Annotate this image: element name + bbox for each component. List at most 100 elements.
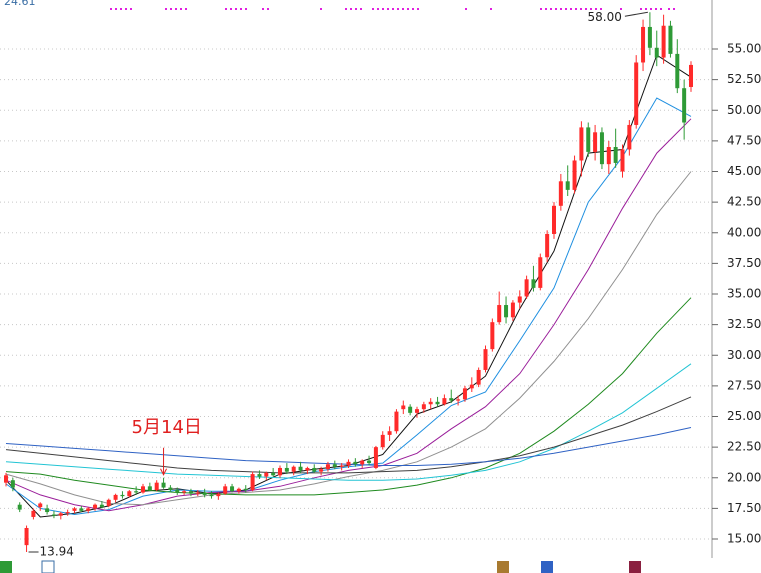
candle-body xyxy=(51,514,56,516)
y-tick-label: 17.50 xyxy=(727,501,761,515)
dot xyxy=(650,8,652,10)
candle-body xyxy=(223,486,228,494)
candle-body xyxy=(435,401,440,405)
dot xyxy=(355,8,357,10)
candle-body xyxy=(599,132,604,165)
candle-body xyxy=(106,499,111,506)
dot xyxy=(673,8,675,10)
dot xyxy=(267,8,269,10)
candle-body xyxy=(421,404,426,410)
candle-body xyxy=(195,492,200,494)
moving-average-line xyxy=(5,363,692,481)
candle-body xyxy=(339,465,344,467)
y-tick-label: 55.00 xyxy=(727,42,761,56)
dot xyxy=(565,8,567,10)
dot xyxy=(377,8,379,10)
icon[interactable] xyxy=(41,560,55,573)
dot xyxy=(417,8,419,10)
candle-body xyxy=(230,486,235,492)
dot xyxy=(372,8,374,10)
candle-body xyxy=(134,491,139,493)
candle-body xyxy=(552,205,556,234)
y-tick-label: 42.50 xyxy=(727,195,761,209)
candle-body xyxy=(483,349,488,370)
dot xyxy=(600,8,602,10)
dot xyxy=(402,8,404,10)
candle-body xyxy=(353,461,358,465)
candle-body xyxy=(113,494,118,500)
y-tick-label: 50.00 xyxy=(727,103,761,117)
dot xyxy=(550,8,552,10)
candle-body xyxy=(257,474,262,477)
candle-body xyxy=(24,527,29,546)
dot xyxy=(540,8,542,10)
dot xyxy=(585,8,587,10)
candle-body xyxy=(319,469,324,472)
candle-body xyxy=(209,494,214,497)
dot xyxy=(560,8,562,10)
candle-body xyxy=(682,88,687,123)
candle-body xyxy=(654,47,659,58)
y-tick-label: 30.00 xyxy=(727,348,761,362)
dot xyxy=(350,8,352,10)
dot xyxy=(397,8,399,10)
dot xyxy=(595,8,597,10)
candle-body xyxy=(572,160,577,190)
candle-body xyxy=(401,405,406,410)
candle-body xyxy=(510,302,515,318)
dot xyxy=(655,8,657,10)
dot xyxy=(230,8,232,10)
candle-body xyxy=(689,64,693,87)
icon[interactable] xyxy=(0,561,12,573)
dot xyxy=(575,8,577,10)
dot xyxy=(180,8,182,10)
icon[interactable] xyxy=(541,561,553,573)
candle-body xyxy=(476,369,481,385)
y-tick-label: 52.50 xyxy=(727,72,761,86)
candle-body xyxy=(627,124,632,150)
dot xyxy=(130,8,132,10)
candle-body xyxy=(449,398,454,401)
candle-body xyxy=(647,26,652,48)
moving-average-line xyxy=(5,118,692,512)
icon[interactable] xyxy=(497,561,509,573)
dot xyxy=(620,8,622,10)
candle-body xyxy=(517,296,522,303)
candle-body xyxy=(99,504,104,508)
y-tick-label: 15.00 xyxy=(727,532,761,546)
y-tick-label: 40.00 xyxy=(727,225,761,239)
y-tick-label: 22.50 xyxy=(727,440,761,454)
dot xyxy=(120,8,122,10)
dot xyxy=(345,8,347,10)
moving-average-line xyxy=(5,396,692,474)
candle-body xyxy=(264,472,269,477)
dot xyxy=(412,8,414,10)
icon[interactable] xyxy=(629,561,641,573)
candle-body xyxy=(175,490,180,493)
dot xyxy=(387,8,389,10)
candle-body xyxy=(271,472,276,476)
candle-body xyxy=(668,25,673,54)
candle-body xyxy=(65,512,70,514)
candle-body xyxy=(394,411,399,432)
candle-body xyxy=(620,149,625,172)
candle-body xyxy=(278,467,282,476)
dot xyxy=(590,8,592,10)
dot xyxy=(125,8,127,10)
candle-body xyxy=(305,467,310,471)
dot xyxy=(645,8,647,10)
candle-body xyxy=(79,508,84,511)
candle-body xyxy=(613,147,618,163)
candle-body xyxy=(154,482,159,491)
candle-body xyxy=(641,26,646,63)
candle-body xyxy=(586,127,591,152)
candle-body xyxy=(312,467,317,472)
candle-body xyxy=(93,504,98,509)
annotation-label: 13.94 xyxy=(40,544,74,558)
candle-body xyxy=(147,486,152,491)
dot xyxy=(545,8,547,10)
candle-body xyxy=(236,488,241,492)
candle-body xyxy=(531,279,536,288)
